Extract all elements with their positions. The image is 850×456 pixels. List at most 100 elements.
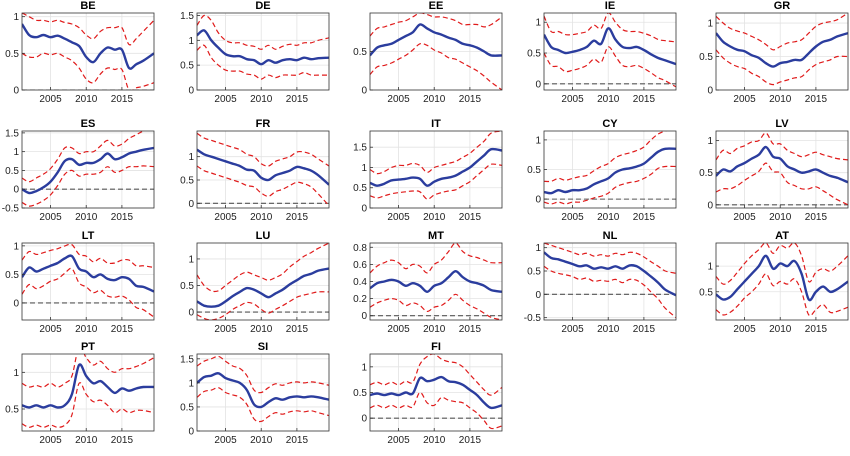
- panel-be-series-group: [22, 13, 154, 90]
- panel-fr-series-group: [197, 132, 329, 207]
- x-tick-label: 2010: [597, 324, 620, 335]
- panel-title: IT: [431, 118, 441, 130]
- x-tick-label: 2005: [214, 212, 237, 223]
- x-tick-label: 2005: [733, 94, 756, 105]
- y-tick-label: 0: [13, 185, 19, 196]
- panel-be: 2005 2010 2015 0 0.5 1 BE: [5, 0, 155, 105]
- panel-be-plot-area: [22, 13, 154, 90]
- x-tick-label: 2005: [214, 435, 237, 446]
- y-tick-label: 0: [535, 79, 541, 90]
- x-tick-label: 2010: [423, 94, 446, 105]
- upper-band-line: [197, 14, 329, 50]
- panel-ee: 2005 2010 2015 0 0.5 EE: [353, 0, 503, 105]
- panel-de: 2005 2010 2015 0 0.5 1 1.5 DE: [180, 0, 330, 105]
- y-tick-label: 1: [361, 163, 367, 174]
- estimate-line: [370, 147, 502, 187]
- estimate-line: [370, 23, 502, 57]
- upper-band-line: [544, 243, 676, 274]
- panel-at-axes-box: [715, 242, 849, 321]
- y-tick-label: -0.5: [2, 204, 20, 215]
- panel-lt: 2005 2010 2015 0 0.5 1 LT: [5, 230, 155, 335]
- panel-title: AT: [775, 230, 789, 242]
- x-tick-label: 2015: [805, 324, 828, 335]
- x-tick-label: 2005: [39, 324, 62, 335]
- upper-band-line: [197, 132, 329, 167]
- x-tick-label: 2015: [111, 212, 134, 223]
- y-tick-label: 0.5: [699, 168, 713, 179]
- panel-lu-plot-area: [197, 243, 329, 320]
- panel-cy-series-group: [544, 131, 676, 205]
- y-tick-label: 0: [188, 427, 194, 438]
- panel-it: 2005 2010 2015 0 0.5 1 1.5 IT: [353, 118, 503, 223]
- y-tick-label: 0.5: [353, 47, 367, 58]
- lower-band-line: [22, 267, 154, 318]
- lower-band-line: [370, 391, 502, 430]
- y-tick-label: 1: [707, 262, 713, 273]
- lower-band-line: [544, 165, 676, 205]
- panel-lt-plot-area: [22, 243, 154, 320]
- estimate-line: [22, 146, 154, 195]
- panel-be-axes-box: [21, 12, 155, 91]
- estimate-line: [22, 363, 154, 409]
- estimate-line: [197, 29, 329, 66]
- panel-es: 2005 2010 2015 -0.5 0 0.5 1 1.5 ES: [2, 118, 155, 223]
- x-tick-label: 2015: [459, 94, 482, 105]
- x-tick-label: 2010: [250, 435, 273, 446]
- upper-band-line: [22, 243, 154, 269]
- y-tick-label: 0: [535, 195, 541, 206]
- panel-de-series-group: [197, 14, 329, 80]
- y-tick-label: 0.2: [353, 294, 367, 305]
- panel-title: PT: [81, 341, 95, 353]
- y-tick-label: 0: [13, 86, 19, 97]
- panel-title: LU: [256, 230, 271, 242]
- estimate-line: [544, 27, 676, 66]
- x-tick-label: 2010: [423, 435, 446, 446]
- y-tick-label: 0.6: [353, 260, 367, 271]
- panel-title: SI: [258, 341, 268, 353]
- panel-title: NL: [603, 230, 618, 242]
- panel-lt-series-group: [22, 243, 154, 318]
- x-tick-label: 2015: [633, 324, 656, 335]
- panel-mt-series-group: [370, 243, 502, 320]
- y-tick-label: 0: [707, 200, 713, 211]
- y-tick-label: 1: [188, 378, 194, 389]
- y-tick-label: 0.5: [180, 402, 194, 413]
- estimate-line: [22, 254, 154, 293]
- panel-lv-plot-area: [716, 131, 848, 208]
- y-tick-label: 0.5: [5, 270, 19, 281]
- panel-si-axes-box: [196, 353, 330, 432]
- estimate-line: [370, 375, 502, 410]
- panel-fi: 2005 2010 2015 0 0.5 1 FI: [353, 341, 503, 446]
- x-tick-label: 2010: [250, 324, 273, 335]
- lower-band-line: [22, 165, 154, 207]
- panel-title: IE: [605, 0, 615, 12]
- y-tick-label: 1: [13, 368, 19, 379]
- x-tick-label: 2010: [250, 94, 273, 105]
- panel-si: 2005 2010 2015 0 0.5 1 1.5 SI: [180, 341, 330, 446]
- panel-nl: 2005 2010 2015 -0.5 0 0.5 1 NL: [524, 230, 677, 335]
- y-tick-label: 0.5: [699, 52, 713, 63]
- y-tick-label: 1.5: [5, 128, 19, 139]
- upper-band-line: [22, 13, 154, 46]
- y-tick-label: 1.5: [180, 354, 194, 365]
- panel-title: ES: [81, 118, 96, 130]
- y-tick-label: 0.5: [527, 267, 541, 278]
- x-tick-label: 2005: [39, 212, 62, 223]
- estimate-line: [197, 267, 329, 308]
- panel-title: DE: [255, 0, 270, 12]
- x-tick-label: 2015: [286, 212, 309, 223]
- panel-nl-series-group: [544, 243, 676, 319]
- y-tick-label: 0.5: [353, 183, 367, 194]
- x-tick-label: 2005: [733, 324, 756, 335]
- lower-band-line: [716, 273, 848, 317]
- y-tick-label: 0: [13, 298, 19, 309]
- x-tick-label: 2010: [250, 212, 273, 223]
- panel-pt-axes-box: [21, 353, 155, 432]
- y-tick-label: 0.5: [180, 61, 194, 72]
- estimate-line: [197, 372, 329, 409]
- x-tick-label: 2015: [286, 324, 309, 335]
- panel-pt-plot-area: [22, 354, 154, 431]
- panel-title: CY: [602, 118, 618, 130]
- panel-ie-axes-box: [543, 12, 677, 91]
- x-tick-label: 2010: [423, 212, 446, 223]
